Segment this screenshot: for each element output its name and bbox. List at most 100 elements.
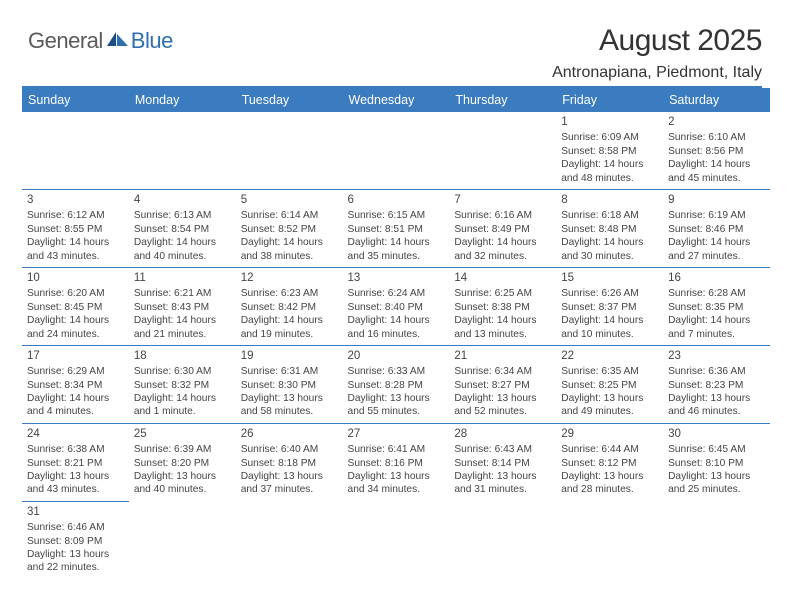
sunrise-line: Sunrise: 6:43 AM xyxy=(454,443,551,456)
calendar-cell: 1Sunrise: 6:09 AMSunset: 8:58 PMDaylight… xyxy=(556,112,663,189)
daylight-line: Daylight: 14 hours and 7 minutes. xyxy=(668,314,765,341)
sunrise-line: Sunrise: 6:44 AM xyxy=(561,443,658,456)
calendar-cell xyxy=(22,112,129,189)
sunset-line: Sunset: 8:46 PM xyxy=(668,223,765,236)
day-number: 17 xyxy=(27,349,124,364)
calendar-week-row: 3Sunrise: 6:12 AMSunset: 8:55 PMDaylight… xyxy=(22,189,770,267)
calendar-cell: 19Sunrise: 6:31 AMSunset: 8:30 PMDayligh… xyxy=(236,345,343,423)
day-number: 1 xyxy=(561,115,658,130)
day-number: 18 xyxy=(134,349,231,364)
sunset-line: Sunset: 8:37 PM xyxy=(561,301,658,314)
daylight-line: Daylight: 14 hours and 27 minutes. xyxy=(668,236,765,263)
day-number: 10 xyxy=(27,271,124,286)
sunset-line: Sunset: 8:42 PM xyxy=(241,301,338,314)
calendar-cell: 29Sunrise: 6:44 AMSunset: 8:12 PMDayligh… xyxy=(556,423,663,501)
sunrise-line: Sunrise: 6:25 AM xyxy=(454,287,551,300)
sunrise-line: Sunrise: 6:39 AM xyxy=(134,443,231,456)
day-number: 29 xyxy=(561,427,658,442)
day-number: 5 xyxy=(241,193,338,208)
calendar-cell: 15Sunrise: 6:26 AMSunset: 8:37 PMDayligh… xyxy=(556,267,663,345)
calendar-cell: 31Sunrise: 6:46 AMSunset: 8:09 PMDayligh… xyxy=(22,501,129,578)
sunrise-line: Sunrise: 6:13 AM xyxy=(134,209,231,222)
daylight-line: Daylight: 13 hours and 40 minutes. xyxy=(134,470,231,497)
daylight-line: Daylight: 14 hours and 32 minutes. xyxy=(454,236,551,263)
day-number: 31 xyxy=(27,505,124,520)
sunrise-line: Sunrise: 6:45 AM xyxy=(668,443,765,456)
sunrise-line: Sunrise: 6:10 AM xyxy=(668,131,765,144)
day-number: 8 xyxy=(561,193,658,208)
calendar-week-row: 31Sunrise: 6:46 AMSunset: 8:09 PMDayligh… xyxy=(22,501,770,578)
daylight-line: Daylight: 13 hours and 49 minutes. xyxy=(561,392,658,419)
day-number: 11 xyxy=(134,271,231,286)
day-number: 30 xyxy=(668,427,765,442)
sunset-line: Sunset: 8:38 PM xyxy=(454,301,551,314)
calendar-table: Sunday Monday Tuesday Wednesday Thursday… xyxy=(22,88,770,579)
sunset-line: Sunset: 8:34 PM xyxy=(27,379,124,392)
day-number: 24 xyxy=(27,427,124,442)
sunset-line: Sunset: 8:23 PM xyxy=(668,379,765,392)
day-number: 26 xyxy=(241,427,338,442)
sunrise-line: Sunrise: 6:15 AM xyxy=(348,209,445,222)
sunrise-line: Sunrise: 6:33 AM xyxy=(348,365,445,378)
day-number: 4 xyxy=(134,193,231,208)
sunrise-line: Sunrise: 6:31 AM xyxy=(241,365,338,378)
sunset-line: Sunset: 8:40 PM xyxy=(348,301,445,314)
sunset-line: Sunset: 8:30 PM xyxy=(241,379,338,392)
sunset-line: Sunset: 8:54 PM xyxy=(134,223,231,236)
daylight-line: Daylight: 13 hours and 37 minutes. xyxy=(241,470,338,497)
daylight-line: Daylight: 14 hours and 45 minutes. xyxy=(668,158,765,185)
day-number: 16 xyxy=(668,271,765,286)
sunset-line: Sunset: 8:21 PM xyxy=(27,457,124,470)
daylight-line: Daylight: 13 hours and 58 minutes. xyxy=(241,392,338,419)
calendar-cell xyxy=(343,112,450,189)
day-header: Saturday xyxy=(663,88,770,112)
calendar-cell: 18Sunrise: 6:30 AMSunset: 8:32 PMDayligh… xyxy=(129,345,236,423)
sunset-line: Sunset: 8:49 PM xyxy=(454,223,551,236)
logo-text-general: General xyxy=(28,28,103,54)
calendar-cell: 22Sunrise: 6:35 AMSunset: 8:25 PMDayligh… xyxy=(556,345,663,423)
calendar-cell: 28Sunrise: 6:43 AMSunset: 8:14 PMDayligh… xyxy=(449,423,556,501)
sunset-line: Sunset: 8:58 PM xyxy=(561,145,658,158)
daylight-line: Daylight: 14 hours and 16 minutes. xyxy=(348,314,445,341)
day-header: Monday xyxy=(129,88,236,112)
sunrise-line: Sunrise: 6:35 AM xyxy=(561,365,658,378)
daylight-line: Daylight: 14 hours and 1 minute. xyxy=(134,392,231,419)
daylight-line: Daylight: 13 hours and 34 minutes. xyxy=(348,470,445,497)
sunrise-line: Sunrise: 6:28 AM xyxy=(668,287,765,300)
daylight-line: Daylight: 13 hours and 25 minutes. xyxy=(668,470,765,497)
calendar-cell: 2Sunrise: 6:10 AMSunset: 8:56 PMDaylight… xyxy=(663,112,770,189)
day-number: 21 xyxy=(454,349,551,364)
daylight-line: Daylight: 14 hours and 48 minutes. xyxy=(561,158,658,185)
calendar-cell: 16Sunrise: 6:28 AMSunset: 8:35 PMDayligh… xyxy=(663,267,770,345)
daylight-line: Daylight: 14 hours and 35 minutes. xyxy=(348,236,445,263)
sunrise-line: Sunrise: 6:18 AM xyxy=(561,209,658,222)
calendar-header-row: Sunday Monday Tuesday Wednesday Thursday… xyxy=(22,88,770,112)
daylight-line: Daylight: 14 hours and 19 minutes. xyxy=(241,314,338,341)
page-subtitle: Antronapiana, Piedmont, Italy xyxy=(22,64,762,88)
calendar-cell xyxy=(343,501,450,578)
logo: General Blue xyxy=(28,28,173,54)
calendar-cell xyxy=(663,501,770,578)
calendar-week-row: 24Sunrise: 6:38 AMSunset: 8:21 PMDayligh… xyxy=(22,423,770,501)
day-number: 13 xyxy=(348,271,445,286)
daylight-line: Daylight: 14 hours and 40 minutes. xyxy=(134,236,231,263)
day-number: 9 xyxy=(668,193,765,208)
sunset-line: Sunset: 8:09 PM xyxy=(27,535,124,548)
day-number: 27 xyxy=(348,427,445,442)
calendar-cell: 24Sunrise: 6:38 AMSunset: 8:21 PMDayligh… xyxy=(22,423,129,501)
day-header: Wednesday xyxy=(343,88,450,112)
daylight-line: Daylight: 14 hours and 21 minutes. xyxy=(134,314,231,341)
calendar-week-row: 17Sunrise: 6:29 AMSunset: 8:34 PM Dayligh… xyxy=(22,345,770,423)
sunrise-line: Sunrise: 6:29 AM xyxy=(27,365,124,378)
calendar-cell: 7Sunrise: 6:16 AMSunset: 8:49 PMDaylight… xyxy=(449,189,556,267)
day-header: Friday xyxy=(556,88,663,112)
day-number: 14 xyxy=(454,271,551,286)
sunset-line: Sunset: 8:43 PM xyxy=(134,301,231,314)
calendar-cell: 26Sunrise: 6:40 AMSunset: 8:18 PMDayligh… xyxy=(236,423,343,501)
sunrise-line: Sunrise: 6:19 AM xyxy=(668,209,765,222)
calendar-week-row: 10Sunrise: 6:20 AMSunset: 8:45 PMDayligh… xyxy=(22,267,770,345)
sunset-line: Sunset: 8:10 PM xyxy=(668,457,765,470)
day-number: 15 xyxy=(561,271,658,286)
sunrise-line: Sunrise: 6:09 AM xyxy=(561,131,658,144)
daylight-line: Daylight: 14 hours and 10 minutes. xyxy=(561,314,658,341)
